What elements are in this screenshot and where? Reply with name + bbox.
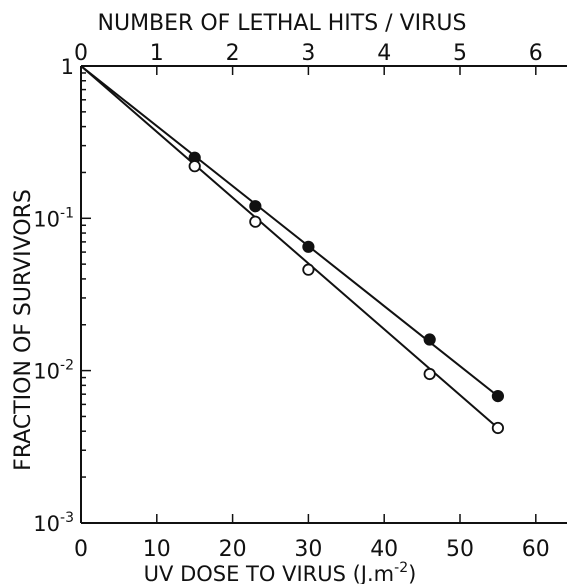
x-tick-label: 60	[522, 537, 550, 562]
x-tick-label: 40	[370, 537, 398, 562]
y-tick-exponent: -1	[60, 205, 74, 221]
x-tick-label: 30	[294, 537, 322, 562]
y-ticks: 110-110-210-3	[33, 55, 91, 536]
x-tick-label: 20	[219, 537, 247, 562]
open-data-point	[302, 263, 315, 276]
top-x-ticks: 0 1 2 3 4 5 6	[74, 41, 543, 75]
x-tick-label: 50	[446, 537, 474, 562]
x-tick-label: 0	[74, 537, 88, 562]
y-tick-base: 10	[33, 360, 60, 384]
y-tick-exponent: -3	[60, 510, 74, 526]
bottom-x-ticks: 0 10 20 30 40 50 60	[74, 514, 550, 562]
y-tick-label: 10-3	[33, 510, 74, 536]
y-tick-base: 10	[33, 512, 60, 536]
top-x-tick-label: 5	[453, 41, 467, 66]
data-markers	[188, 151, 504, 435]
fit-line	[80, 65, 499, 429]
top-x-tick-label: 6	[529, 41, 543, 66]
open-data-point	[491, 421, 504, 435]
top-x-tick-label: 0	[74, 41, 88, 66]
filled-data-point	[302, 240, 315, 253]
x-axis-title: UV DOSE TO VIRUS (J.m-2)	[144, 560, 417, 584]
filled-data-point	[423, 333, 436, 346]
x-axis-title-main: UV DOSE TO VIRUS (J.m	[144, 562, 394, 584]
y-axis-title: FRACTION OF SURVIVORS	[11, 189, 36, 471]
top-x-tick-label: 3	[301, 41, 315, 66]
y-tick-label: 1	[61, 55, 74, 79]
y-tick-exponent: -2	[60, 358, 74, 374]
filled-data-point	[249, 200, 262, 213]
y-tick-label: 10-2	[33, 358, 74, 384]
top-x-tick-label: 2	[226, 41, 240, 66]
fit-line	[80, 65, 499, 397]
plot-frame	[80, 65, 567, 524]
open-data-point	[188, 160, 201, 173]
x-tick-label: 10	[143, 537, 171, 562]
open-data-point	[423, 367, 436, 381]
y-tick-base: 1	[61, 55, 74, 79]
top-x-tick-label: 4	[377, 41, 391, 66]
open-data-point	[249, 215, 262, 228]
y-tick-label: 10-1	[33, 205, 74, 231]
x-axis-title-sup: -2	[394, 560, 408, 576]
top-axis-title: NUMBER OF LETHAL HITS / VIRUS	[98, 11, 467, 36]
filled-data-point	[491, 390, 504, 403]
top-x-tick-label: 1	[150, 41, 164, 66]
x-axis-title-tail: )	[408, 562, 416, 584]
y-tick-base: 10	[33, 207, 60, 231]
